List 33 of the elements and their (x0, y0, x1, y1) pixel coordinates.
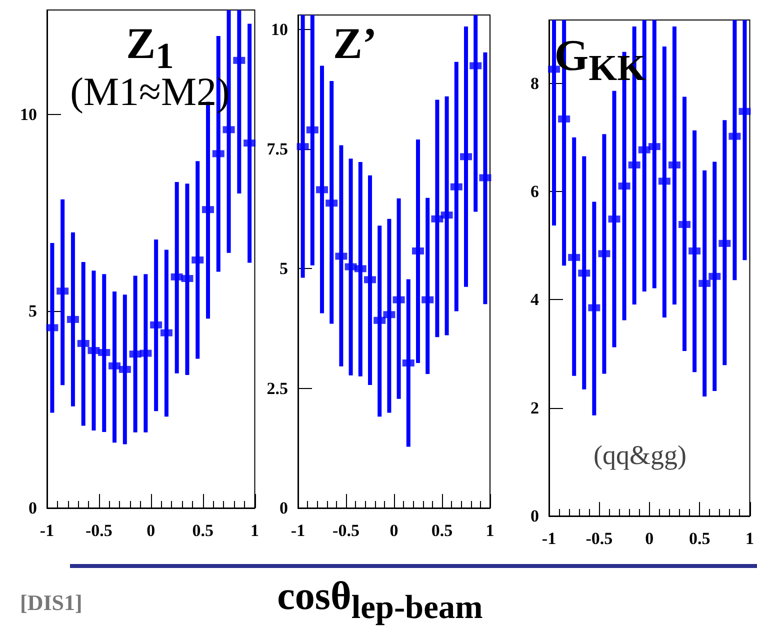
x-tick-label: 1 (250, 521, 259, 540)
text: [DIS1] (20, 590, 82, 616)
x-tick-label: -0.5 (85, 521, 112, 540)
x-tick-label: 0 (390, 521, 398, 540)
chart-title: Z$_{1}$ (126, 19, 174, 76)
x-tick-label: -0.5 (332, 521, 360, 540)
y-tick-label: 10 (20, 104, 37, 124)
y-tick-label: 0 (280, 498, 288, 518)
y-tick-label: 4 (530, 290, 540, 310)
x-tick-label: 1 (746, 529, 754, 548)
x-tick-label: -1 (542, 529, 556, 548)
y-tick-label: 2.5 (266, 378, 288, 398)
chart-title: Z’ (333, 18, 377, 69)
y-tick-label: 5 (28, 302, 37, 321)
x-tick-label: -1 (40, 521, 54, 540)
x-tick-label: 0.5 (431, 521, 453, 540)
x-tick-label: -1 (290, 521, 306, 540)
y-tick-label: 7.5 (266, 140, 288, 159)
y-tick-label: 6 (530, 182, 539, 201)
y-tick-label: 0 (530, 506, 539, 526)
x-tick-label: 1 (486, 521, 494, 540)
y-tick-label: 2 (530, 398, 539, 418)
x-tick-label: 0.5 (192, 521, 214, 540)
y-tick-label: 8 (530, 74, 539, 93)
x-tick-label: 0 (645, 529, 654, 548)
annotation: (qq&gg) (594, 440, 686, 471)
x-tick-label: 0 (146, 521, 156, 540)
x-axis-title: cosθ$_{lep-beam}$ (277, 572, 483, 627)
x-tick-label: -0.5 (586, 529, 613, 548)
y-tick-label: 0 (28, 498, 37, 518)
y-tick-label: 10 (271, 20, 288, 39)
y-tick-label: 5 (280, 259, 288, 278)
x-tick-label: 0.5 (688, 529, 710, 548)
